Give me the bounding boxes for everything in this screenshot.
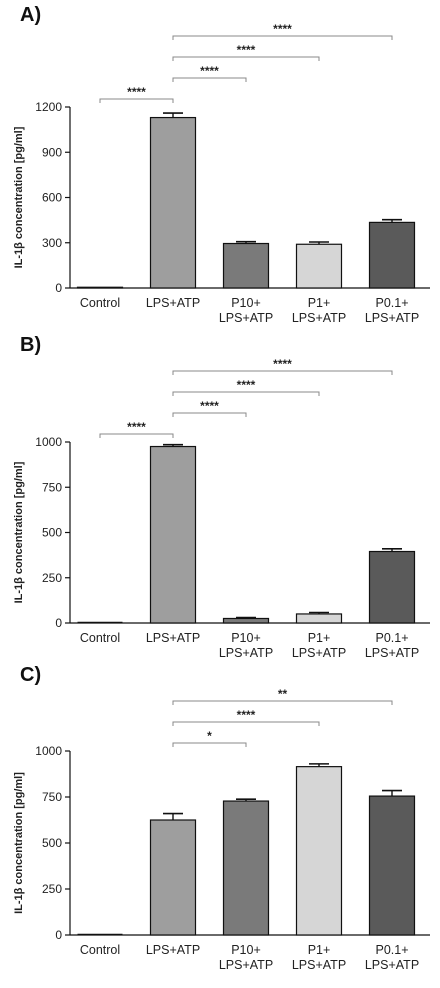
bar <box>222 242 270 289</box>
y-tick-label: 750 <box>42 790 62 804</box>
x-tick-label: LPS+ATP <box>219 958 273 972</box>
y-tick-label: 500 <box>42 836 62 850</box>
significance-bracket <box>172 391 320 396</box>
x-tick-label: LPS+ATP <box>219 311 273 325</box>
panel-c: C) 0 250 500 750 1000 IL-1β concentration [pg… <box>0 660 440 988</box>
y-axis-label: IL-1β concentration [pg/ml] <box>13 461 25 603</box>
y-axis-label: IL-1β concentration [pg/ml] <box>13 126 25 268</box>
x-tick-label: LPS+ATP <box>292 646 346 660</box>
chart-a: 0 300 600 900 1200 IL-1β concentration [pg/ml… <box>13 22 430 325</box>
y-tick-label: 300 <box>42 236 62 250</box>
x-tick-label: P0.1+ <box>375 631 408 645</box>
significance-bracket <box>172 742 247 747</box>
y-tick-label: 1000 <box>35 435 62 449</box>
bar <box>295 243 343 289</box>
y-tick-label: 1000 <box>35 744 62 758</box>
y-axis-label: IL-1β concentration [pg/ml] <box>13 772 25 914</box>
significance-bracket <box>99 98 174 103</box>
significance-label: **** <box>127 85 146 99</box>
significance-bracket <box>172 700 393 705</box>
bar <box>368 221 416 289</box>
bar <box>368 795 416 936</box>
x-tick-label: LPS+ATP <box>292 311 346 325</box>
bar <box>76 286 124 289</box>
x-tick-label: LPS+ATP <box>219 646 273 660</box>
x-tick-label: P10+ <box>231 296 261 310</box>
x-tick-label: LPS+ATP <box>292 958 346 972</box>
x-tick-label: LPS+ATP <box>365 958 419 972</box>
x-tick-label: P10+ <box>231 943 261 957</box>
significance-bracket <box>172 412 247 417</box>
chart-c: 0 250 500 750 1000 IL-1β concentration [pg/ml… <box>13 687 430 972</box>
panel-label: B) <box>20 334 42 356</box>
significance-label: **** <box>200 399 219 413</box>
y-tick-label: 1200 <box>35 100 62 114</box>
significance-label: **** <box>273 357 292 371</box>
chart-b: 0 250 500 750 1000 IL-1β concentration [pg/ml… <box>13 357 430 660</box>
x-tick-label: LPS+ATP <box>146 631 200 645</box>
y-tick-label: 600 <box>42 191 62 205</box>
x-tick-label: P1+ <box>308 943 331 957</box>
x-tick-label: LPS+ATP <box>365 646 419 660</box>
panel-b: B) 0 250 500 750 1000 IL-1β concentration [pg… <box>0 330 440 660</box>
significance-bracket <box>172 721 320 726</box>
panel-a: A) 0 300 600 900 1200 IL-1β concentration [pg… <box>0 0 440 330</box>
significance-bracket <box>172 370 393 375</box>
x-tick-label: Control <box>80 943 120 957</box>
x-tick-label: LPS+ATP <box>146 296 200 310</box>
y-tick-label: 250 <box>42 571 62 585</box>
bar <box>368 550 416 624</box>
bar <box>149 445 197 624</box>
significance-bracket <box>172 56 320 61</box>
x-tick-label: P0.1+ <box>375 296 408 310</box>
significance-label: **** <box>273 22 292 36</box>
panel-label: A) <box>20 4 42 26</box>
x-tick-label: P1+ <box>308 631 331 645</box>
x-tick-label: P1+ <box>308 296 331 310</box>
significance-label: **** <box>237 43 256 57</box>
bar <box>149 819 197 936</box>
x-tick-label: P10+ <box>231 631 261 645</box>
panel-label: C) <box>20 664 42 686</box>
significance-label: **** <box>127 420 146 434</box>
significance-bracket <box>99 433 174 438</box>
bar <box>295 766 343 936</box>
significance-label: **** <box>237 708 256 722</box>
bar <box>295 613 343 624</box>
x-tick-label: Control <box>80 296 120 310</box>
significance-label: **** <box>200 64 219 78</box>
significance-bracket <box>172 35 393 40</box>
y-tick-label: 250 <box>42 882 62 896</box>
y-tick-label: 0 <box>55 616 62 630</box>
bar <box>222 617 270 624</box>
y-tick-label: 500 <box>42 526 62 540</box>
x-tick-label: LPS+ATP <box>146 943 200 957</box>
y-tick-label: 900 <box>42 145 62 159</box>
significance-bracket <box>172 77 247 82</box>
significance-label: **** <box>237 378 256 392</box>
bar <box>222 800 270 936</box>
x-tick-label: Control <box>80 631 120 645</box>
y-tick-label: 750 <box>42 480 62 494</box>
x-tick-label: LPS+ATP <box>365 311 419 325</box>
y-tick-label: 0 <box>55 928 62 942</box>
significance-label: * <box>207 729 212 743</box>
bar <box>149 116 197 289</box>
x-tick-label: P0.1+ <box>375 943 408 957</box>
y-tick-label: 0 <box>55 281 62 295</box>
significance-label: ** <box>278 687 288 701</box>
